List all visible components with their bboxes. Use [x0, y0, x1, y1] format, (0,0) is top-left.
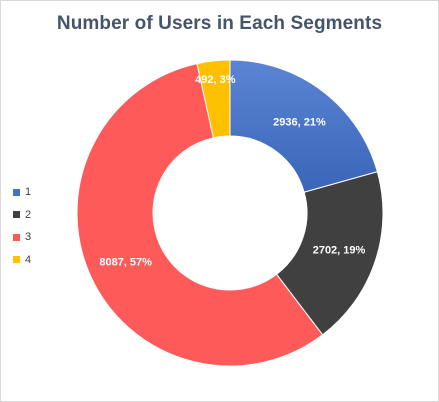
- legend-swatch: [13, 233, 20, 241]
- legend-swatch: [13, 211, 20, 219]
- data-label-2: 2702, 19%: [313, 245, 366, 257]
- legend-item-4: 4: [13, 249, 31, 272]
- legend-label: 4: [25, 253, 32, 266]
- legend-item-2: 2: [13, 204, 31, 227]
- donut-slice-1: [229, 59, 378, 193]
- legend-item-1: 1: [13, 181, 31, 204]
- donut-slice-2: [275, 171, 384, 336]
- legend-label: 1: [25, 186, 32, 199]
- chart-title: Number of Users in Each Segments: [56, 13, 383, 34]
- chart-legend: 1 2 3 4: [13, 181, 31, 271]
- legend-swatch: [13, 188, 20, 196]
- data-label-1: 2936, 21%: [273, 116, 326, 128]
- legend-swatch: [13, 256, 20, 264]
- data-label-4: 492, 3%: [195, 74, 236, 86]
- data-label-3: 8087, 57%: [99, 256, 152, 268]
- donut-slice-3: [76, 63, 324, 367]
- legend-item-3: 3: [13, 226, 31, 249]
- donut-slice-4: [196, 59, 231, 139]
- legend-label: 2: [25, 208, 32, 221]
- legend-label: 3: [25, 231, 32, 244]
